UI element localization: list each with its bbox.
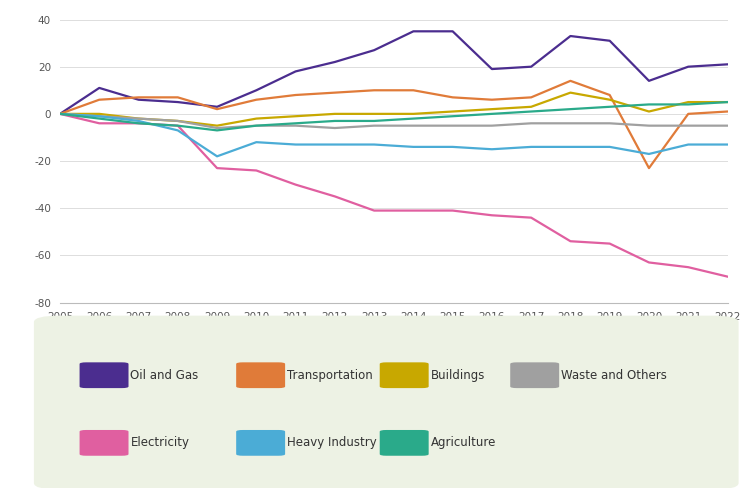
FancyBboxPatch shape: [510, 362, 560, 388]
FancyBboxPatch shape: [80, 430, 128, 456]
FancyBboxPatch shape: [380, 362, 429, 388]
Text: Electricity: Electricity: [130, 436, 190, 449]
FancyBboxPatch shape: [80, 362, 128, 388]
FancyBboxPatch shape: [236, 362, 285, 388]
Text: Buildings: Buildings: [430, 369, 485, 382]
Text: Transportation: Transportation: [287, 369, 373, 382]
Text: Heavy Industry: Heavy Industry: [287, 436, 376, 449]
FancyBboxPatch shape: [380, 430, 429, 456]
FancyBboxPatch shape: [236, 430, 285, 456]
FancyBboxPatch shape: [34, 316, 739, 488]
Text: Agriculture: Agriculture: [430, 436, 496, 449]
Text: Oil and Gas: Oil and Gas: [130, 369, 199, 382]
Text: Waste and Others: Waste and Others: [561, 369, 667, 382]
